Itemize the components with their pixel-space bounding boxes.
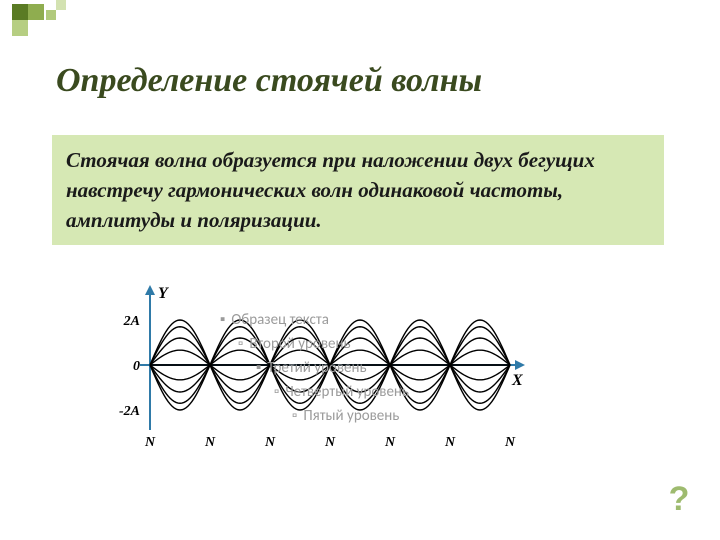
bullet-icon: ▪ xyxy=(256,356,261,380)
deco-square xyxy=(46,10,56,20)
placeholder-item: ▫Пятый уровень xyxy=(292,404,409,428)
svg-text:0: 0 xyxy=(133,359,140,374)
svg-text:N: N xyxy=(144,435,156,450)
placeholder-label: Пятый уровень xyxy=(303,404,399,428)
svg-text:-2A: -2A xyxy=(119,404,140,419)
help-icon[interactable]: ? xyxy=(658,480,700,522)
svg-text:N: N xyxy=(384,435,396,450)
bullet-icon: ▪ xyxy=(220,308,225,332)
placeholder-item: ▫Четвертый уровень xyxy=(274,380,409,404)
placeholder-levels: ▪Образец текста▫Второй уровень▪Третий ур… xyxy=(220,308,409,428)
deco-square xyxy=(12,20,28,36)
placeholder-label: Третий уровень xyxy=(267,356,366,380)
deco-square xyxy=(56,0,66,10)
placeholder-item: ▫Второй уровень xyxy=(238,332,409,356)
page-title: Определение стоячей волны xyxy=(56,62,482,100)
svg-text:N: N xyxy=(324,435,336,450)
svg-text:Y: Y xyxy=(158,285,169,302)
svg-text:X: X xyxy=(511,372,523,389)
placeholder-item: ▪Образец текста xyxy=(220,308,409,332)
deco-square xyxy=(12,4,28,20)
svg-text:N: N xyxy=(204,435,216,450)
bullet-icon: ▫ xyxy=(274,380,279,404)
bullet-icon: ▫ xyxy=(238,332,243,356)
placeholder-label: Образец текста xyxy=(231,308,329,332)
placeholder-label: Четвертый уровень xyxy=(285,380,409,404)
svg-text:2A: 2A xyxy=(123,314,140,329)
svg-text:N: N xyxy=(264,435,276,450)
definition-text: Стоячая волна образуется при наложении д… xyxy=(52,135,664,245)
deco-square xyxy=(28,4,44,20)
placeholder-label: Второй уровень xyxy=(249,332,350,356)
bullet-icon: ▫ xyxy=(292,404,297,428)
svg-text:N: N xyxy=(504,435,516,450)
svg-text:N: N xyxy=(444,435,456,450)
placeholder-item: ▪Третий уровень xyxy=(256,356,409,380)
